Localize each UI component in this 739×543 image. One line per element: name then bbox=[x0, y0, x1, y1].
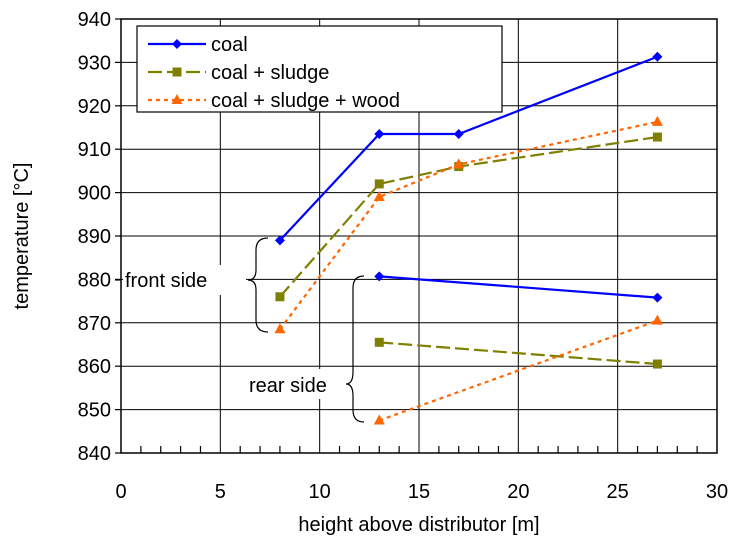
x-tick-label: 15 bbox=[408, 481, 430, 503]
front-side-annotation: front side bbox=[115, 237, 269, 333]
y-tick-label: 860 bbox=[78, 356, 111, 378]
y-tick-label: 900 bbox=[78, 183, 111, 205]
series-line-coal-sludge bbox=[379, 341, 658, 366]
y-tick-label: 920 bbox=[78, 96, 111, 118]
minor-ticks bbox=[115, 18, 698, 454]
legend-item: coal + sludge bbox=[148, 62, 329, 84]
y-tick-label: 840 bbox=[78, 443, 111, 465]
data-point-coal-sludge-wood bbox=[651, 314, 663, 325]
front-side-brace bbox=[247, 237, 269, 333]
series-layer bbox=[274, 51, 663, 425]
data-point-coal bbox=[274, 235, 285, 246]
data-point-coal-sludge-wood bbox=[453, 158, 465, 169]
legend-box bbox=[136, 25, 503, 113]
y-tick-label: 880 bbox=[78, 269, 111, 291]
y-axis-title: temperature [°C] bbox=[11, 163, 33, 310]
series-line-coal-sludge-wood bbox=[279, 120, 658, 330]
series-line-coal bbox=[379, 275, 658, 299]
series-line-coal-sludge bbox=[279, 135, 658, 298]
data-point-coal-sludge bbox=[374, 179, 384, 189]
data-point-coal-sludge bbox=[275, 292, 285, 302]
legend-label: coal bbox=[211, 34, 248, 56]
y-tick-label: 910 bbox=[78, 139, 111, 161]
rear-side-brace bbox=[345, 275, 365, 423]
data-point-coal-sludge-wood bbox=[651, 115, 663, 126]
data-point-coal bbox=[652, 292, 663, 303]
x-tick-label: 25 bbox=[607, 481, 629, 503]
legend: coal coal + sludge coal + sludge + wood bbox=[136, 25, 503, 113]
legend-marker bbox=[171, 94, 183, 104]
y-tick-label: 940 bbox=[78, 9, 111, 31]
data-point-coal-sludge bbox=[652, 359, 662, 369]
legend-marker bbox=[172, 67, 182, 77]
x-axis-title: height above distributor [m] bbox=[298, 514, 539, 536]
tick-labels: 840 850 860 870 880 890 900 910 920 930 940 0 5 10 15 2… bbox=[78, 9, 729, 503]
series-line-coal bbox=[279, 55, 658, 242]
legend-items: coal coal + sludge coal + sludge + wood bbox=[148, 34, 400, 112]
data-point-coal bbox=[374, 271, 385, 282]
rear-side-label: rear side bbox=[249, 375, 327, 397]
legend-label: coal + sludge + wood bbox=[211, 90, 400, 112]
legend-item: coal bbox=[148, 34, 248, 56]
data-point-coal-sludge-wood bbox=[274, 323, 286, 334]
data-point-coal-sludge-wood bbox=[373, 414, 385, 425]
legend-label: coal + sludge bbox=[211, 62, 329, 84]
series-line-coal-sludge-wood bbox=[378, 319, 658, 422]
data-point-coal-sludge bbox=[652, 132, 662, 142]
data-point-coal bbox=[374, 129, 385, 140]
y-tick-label: 850 bbox=[78, 400, 111, 422]
front-side-label-bg bbox=[123, 265, 246, 295]
series-coal-sludge-wood-front-side bbox=[274, 115, 663, 334]
data-point-coal-sludge bbox=[374, 337, 384, 347]
legend-marker bbox=[172, 39, 182, 49]
data-point-coal bbox=[652, 51, 663, 62]
y-tick-label: 890 bbox=[78, 226, 111, 248]
y-tick-label: 930 bbox=[78, 52, 111, 74]
series-coal-sludge-front-side bbox=[275, 132, 662, 302]
legend-item: coal + sludge + wood bbox=[148, 90, 400, 112]
x-tick-label: 10 bbox=[309, 481, 331, 503]
data-point-coal-sludge-wood bbox=[373, 190, 385, 201]
x-tick-label: 30 bbox=[706, 481, 728, 503]
x-tick-label: 5 bbox=[215, 481, 226, 503]
series-coal-rear-side bbox=[374, 271, 663, 303]
rear-side-label-bg bbox=[247, 369, 339, 399]
series-coal-front-side bbox=[274, 51, 663, 246]
data-point-coal bbox=[453, 129, 464, 140]
rear-side-annotation: rear side bbox=[247, 275, 365, 423]
x-tick-label: 0 bbox=[115, 481, 126, 503]
series-coal-sludge-rear-side bbox=[374, 337, 662, 369]
x-tick-label: 20 bbox=[507, 481, 529, 503]
series-coal-sludge-wood-rear-side bbox=[373, 314, 663, 425]
front-side-label: front side bbox=[125, 270, 207, 292]
y-tick-label: 870 bbox=[78, 313, 111, 335]
